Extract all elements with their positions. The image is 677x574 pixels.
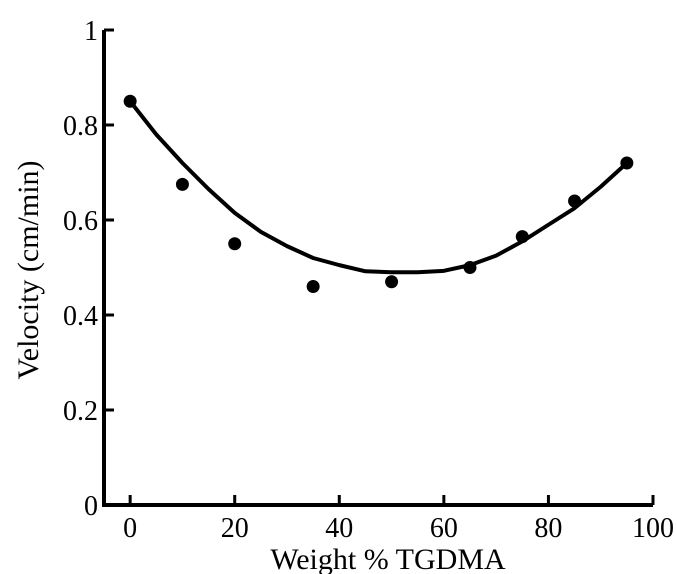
y-tick-label: 0.2 xyxy=(63,396,98,427)
data-point xyxy=(385,275,399,289)
y-tick-label: 0.6 xyxy=(63,206,98,237)
axes xyxy=(102,30,653,507)
y-tick-label: 0.4 xyxy=(63,301,98,332)
y-tick-label: 0 xyxy=(84,491,98,522)
x-tick-label: 0 xyxy=(123,513,137,544)
y-tick-label: 1 xyxy=(84,16,98,47)
x-axis-title: Weight % TGDMA xyxy=(270,543,506,574)
fit-curve-layer xyxy=(128,99,629,275)
x-tick-label: 80 xyxy=(534,513,562,544)
x-tick-label: 100 xyxy=(632,513,674,544)
fit-curve-line xyxy=(128,99,629,275)
x-tick-label: 20 xyxy=(221,513,249,544)
data-point xyxy=(568,194,582,208)
y-axis-title: Velocity (cm/min) xyxy=(12,160,45,379)
ticks xyxy=(104,28,655,507)
x-tick-label: 40 xyxy=(325,513,353,544)
data-point xyxy=(515,230,529,244)
data-point xyxy=(620,156,634,170)
data-point xyxy=(228,237,242,251)
data-point xyxy=(306,280,320,293)
data-points xyxy=(123,94,634,293)
x-tick-label: 60 xyxy=(430,513,458,544)
tick-labels: 0 0.2 0.4 0.6 0.8 1 0 20 40 60 80 100 xyxy=(63,16,674,544)
data-point xyxy=(175,177,189,191)
y-tick-label: 0.8 xyxy=(63,111,98,142)
data-point xyxy=(123,94,137,108)
data-point xyxy=(463,261,477,274)
